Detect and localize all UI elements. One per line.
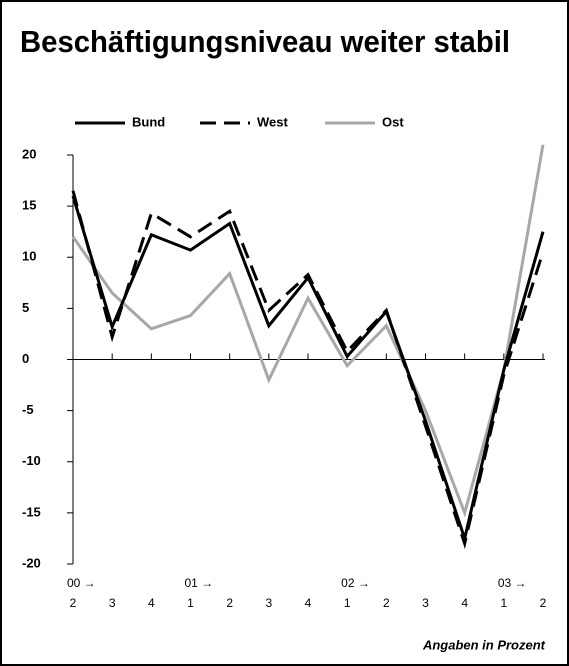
y-tick-label: 15 bbox=[22, 198, 36, 213]
y-tick-label: 5 bbox=[22, 300, 29, 315]
x-tick-label: 1 bbox=[344, 596, 351, 610]
x-tick-label: 1 bbox=[500, 596, 507, 610]
year-label: 01 → bbox=[185, 576, 214, 590]
year-label: 00 → bbox=[67, 576, 96, 590]
note: Angaben in Prozent bbox=[422, 637, 546, 652]
series-line bbox=[71, 195, 545, 544]
x-tick-label: 2 bbox=[540, 596, 547, 610]
x-tick-label: 4 bbox=[461, 596, 468, 610]
y-tick-label: -5 bbox=[22, 402, 34, 417]
x-tick-label: 4 bbox=[305, 596, 312, 610]
x-tick-label: 1 bbox=[187, 596, 194, 610]
series-line bbox=[71, 190, 545, 550]
x-tick-label: 4 bbox=[148, 596, 155, 610]
year-label: 03 → bbox=[498, 576, 527, 590]
y-tick-label: -20 bbox=[22, 555, 41, 570]
y-tick-label: 0 bbox=[22, 351, 29, 366]
x-tick-label: 2 bbox=[383, 596, 390, 610]
legend-label: West bbox=[257, 114, 288, 129]
x-tick-label: 2 bbox=[70, 596, 77, 610]
y-tick-label: -15 bbox=[22, 504, 41, 519]
x-tick-label: 3 bbox=[265, 596, 272, 610]
y-tick-label: -10 bbox=[22, 453, 41, 468]
legend-label: Ost bbox=[382, 114, 404, 129]
chart-title: Beschäftigungsniveau weiter stabil bbox=[20, 24, 510, 59]
y-tick-label: 10 bbox=[22, 249, 36, 264]
y-tick-label: 20 bbox=[22, 146, 36, 161]
legend-label: Bund bbox=[132, 114, 165, 129]
x-tick-label: 2 bbox=[226, 596, 233, 610]
x-tick-label: 3 bbox=[109, 596, 116, 610]
x-tick-label: 3 bbox=[422, 596, 429, 610]
series-line bbox=[71, 144, 545, 518]
year-label: 02 → bbox=[341, 576, 370, 590]
